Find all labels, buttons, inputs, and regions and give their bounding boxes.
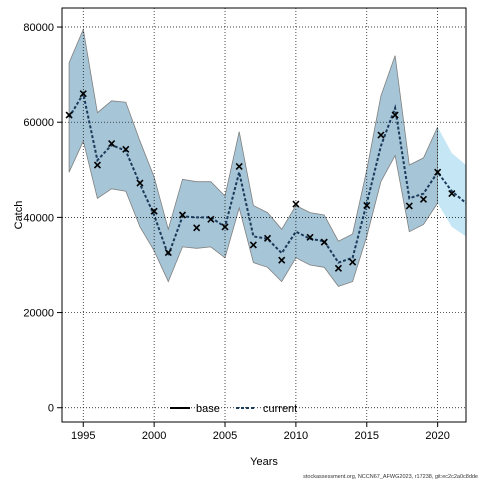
marker-stroke [178,211,187,219]
observed-marker [122,145,130,153]
grid-lines [62,8,466,422]
observed-marker [93,161,102,169]
marker-stroke [419,195,428,203]
marker-stroke [79,90,87,98]
y-tick-label: 40000 [23,212,54,224]
observed-marker [306,233,314,241]
observed-marker [136,179,144,187]
observed-marker [235,162,243,171]
marker-stroke [108,140,116,148]
observed-markers [65,90,456,272]
x-tick-label: 2010 [284,430,308,442]
y-tick-label: 20000 [23,308,54,320]
x-tick-label: 2000 [142,430,166,442]
x-tick-label: 2005 [213,430,237,442]
observed-marker [419,195,428,203]
observed-marker [150,207,158,215]
observed-marker [320,238,328,246]
marker-stroke [164,249,172,257]
confidence-bands [68,27,466,287]
x-tick-label: 2020 [425,430,449,442]
observed-marker [334,264,342,272]
marker-stroke [122,145,130,153]
x-axis-title: Years [250,456,278,468]
observed-marker [363,201,371,210]
marker-stroke [405,202,413,210]
legend: base current [170,403,297,415]
marker-stroke [93,161,102,169]
observed-marker [434,168,442,176]
x-axis: 1995 2000 2005 2010 2015 2020 [71,422,450,442]
marker-stroke [278,256,286,264]
marker-stroke [263,234,272,242]
marker-stroke [349,258,357,266]
plot-frame [61,7,467,423]
observed-marker [377,131,385,139]
observed-marker [79,90,87,98]
marker-stroke [207,215,215,223]
observed-marker [448,190,456,198]
marker-stroke [434,168,442,176]
observed-marker [193,224,201,232]
legend-current-label: current [263,403,297,415]
observed-marker [292,200,300,208]
observed-marker [278,256,286,264]
marker-stroke [391,111,399,119]
marker-stroke [448,190,456,198]
confidence-band [68,27,438,287]
y-axis: 0 20000 40000 60000 80000 [23,22,62,415]
footer-text: stockassessment.org, NCCN67_AFWG2023, r1… [303,474,478,480]
observed-marker [391,111,399,119]
marker-stroke [136,179,144,187]
current-series-line [68,91,467,264]
marker-stroke [334,264,342,272]
observed-marker [263,234,272,242]
observed-marker [178,211,187,219]
observed-marker [249,241,257,249]
marker-stroke [363,201,371,210]
marker-stroke [320,238,328,246]
series-lines [68,91,467,264]
marker-stroke [249,241,257,249]
x-tick-label: 1995 [71,430,95,442]
projection-band [437,127,466,237]
marker-stroke [221,223,229,231]
y-axis-title: Catch [13,201,25,230]
legend-base-label: base [196,403,220,415]
marker-stroke [65,111,73,119]
observed-marker [405,202,413,210]
marker-stroke [377,131,385,139]
marker-stroke [235,162,243,171]
y-tick-label: 60000 [23,117,54,129]
y-tick-label: 80000 [23,22,54,34]
observed-marker [108,140,116,148]
marker-stroke [193,224,201,232]
observed-marker [65,111,73,119]
marker-stroke [306,233,314,241]
marker-stroke [150,207,158,215]
observed-marker [207,215,215,223]
observed-marker [349,258,357,266]
observed-marker [164,249,172,257]
y-tick-label: 0 [48,403,54,415]
marker-stroke [292,200,300,208]
observed-marker [221,223,229,231]
x-tick-label: 2015 [355,430,379,442]
